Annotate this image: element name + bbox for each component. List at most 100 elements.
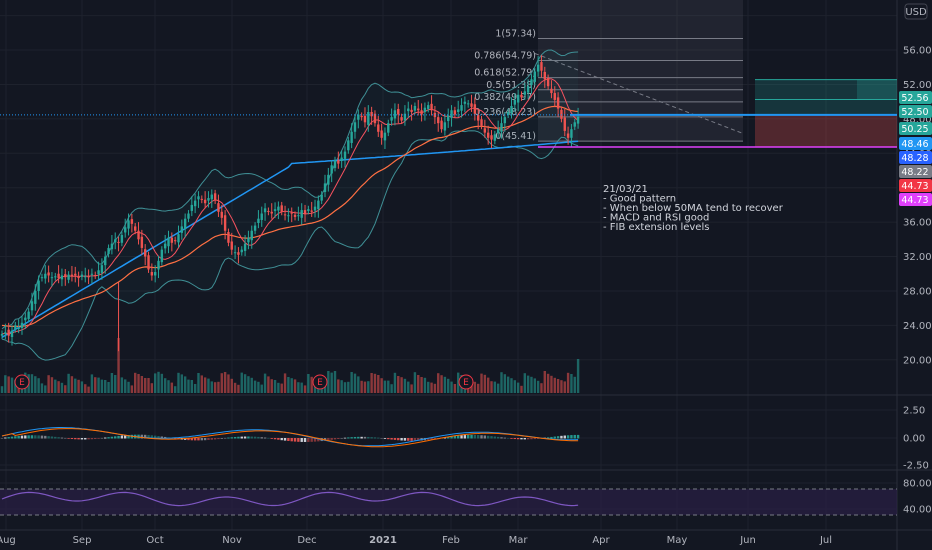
volume-bar [207,378,210,393]
price-tag-box [899,137,932,150]
candle-body [450,110,453,119]
volume-bar [486,377,490,393]
volume-bar [427,381,430,393]
candle-body [177,234,180,243]
macd-histogram-bar [200,438,203,441]
volume-bar [443,376,447,393]
volume-bar [307,374,310,393]
candle-body [87,276,90,278]
candle-body [447,115,450,122]
candle-body [70,274,74,277]
macd-histogram-bar [470,434,473,439]
fib-trend-line [534,53,744,134]
macd-histogram-bar [427,438,430,440]
macd-histogram-bar [560,435,563,439]
volume-bar [380,378,383,393]
candle-body [120,235,124,243]
candle-body [457,109,460,112]
macd-histogram-bar [367,436,370,439]
macd-histogram-bar [40,435,44,439]
volume-bar [44,385,47,393]
candle-body [340,157,343,162]
macd-histogram-bar [513,438,517,440]
volume-bar [187,379,190,393]
volume-bar [94,377,97,393]
macd-histogram-bar [263,437,267,439]
bollinger-upper [1,49,579,330]
candle-body [20,322,24,328]
volume-bar [393,372,397,393]
earnings-label: E [317,378,323,388]
price-axis-label: 56.00 [903,46,932,57]
candle-body [310,210,313,212]
candle-body [373,113,377,124]
macd-histogram-bar [383,438,387,439]
candle-body [330,165,333,174]
price-axis-label: 28.00 [903,286,932,297]
candle-body [60,275,64,280]
earnings-badge [458,374,474,390]
time-axis-label: Feb [442,535,460,546]
price-tag-label: 52.56 [901,93,928,104]
volume-bar [147,378,150,393]
time-axis-label: Aug [0,535,16,546]
macd-histogram-bar [307,438,310,442]
candle-body [163,243,167,249]
volume-bar [383,380,387,393]
candle-body [50,277,54,279]
price-tag-box [899,165,932,178]
moving-averages [1,78,579,339]
macd-histogram-bar [300,438,303,442]
volume-bar [300,382,303,393]
macd-histogram-bar [453,435,457,439]
candlesticks [0,55,580,352]
candle-body [337,160,340,164]
candle-body [327,174,330,185]
candle-body [307,209,310,211]
volume-bar [350,372,353,393]
macd-histogram-bar [267,437,270,439]
volume-bar [290,378,293,393]
volume-bar [97,377,100,393]
volume-bar [400,377,403,393]
candle-body [333,160,337,168]
candle-body [370,111,373,117]
volume-bar [576,359,580,393]
candle-body [473,104,477,114]
candle-body [500,123,503,132]
volume-bar [10,377,14,393]
volume-bar [343,382,347,393]
macd-histogram-bar [147,435,150,439]
time-axis[interactable]: Aug Sep Oct Nov Dec 2021 Feb Mar Apr May Jun Jul [0,535,832,546]
volume-bar [117,338,120,393]
rsi-axis-label: 80.00 [903,479,932,490]
candle-body [104,256,107,266]
macd-histogram-bar [124,435,127,439]
macd-histogram-bar [327,438,330,441]
candle-body [570,129,573,138]
macd-histogram-bar [337,438,340,439]
macd-histogram-bar [97,438,100,439]
bollinger-bands [1,49,579,361]
candle-body [253,225,257,231]
macd-histogram-bar [450,436,453,439]
volume-bar [550,375,553,393]
volume-bar [34,376,37,393]
horizontal-price-lines[interactable] [0,79,897,148]
ma-short-line [1,78,579,335]
candle-body [520,94,523,98]
text-annotation[interactable]: 21/03/21- Good pattern- When below 50MA … [603,184,784,233]
candle-body [54,276,57,278]
candle-body [526,86,530,93]
volume-bar [170,382,174,393]
fib-level-label: 0.382(49.97) [474,92,536,103]
volume-bar [430,382,433,393]
volume-bar [30,374,34,393]
macd-histogram-bar [330,438,333,440]
macd-histogram-bar [94,438,97,440]
fibonacci-extension-tool[interactable]: 1.618(64.72)1(57.34)0.786(54.79)0.618(52… [474,0,744,142]
position-projection[interactable] [755,79,897,148]
volume-bar [0,386,4,393]
candle-body [430,103,433,111]
